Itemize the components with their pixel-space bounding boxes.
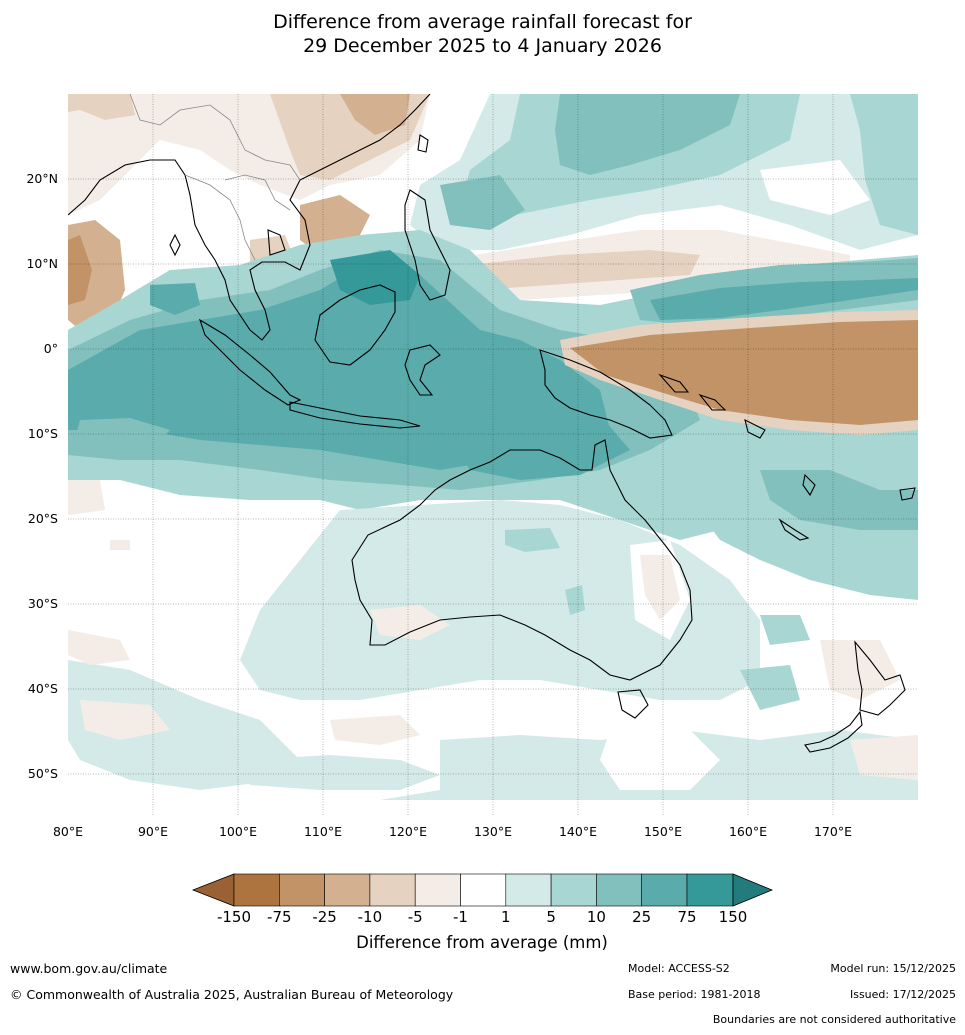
colorbar-tick: -1	[453, 908, 468, 926]
model-run-date: Model run: 15/12/2025	[830, 962, 956, 975]
title-line-1: Difference from average rainfall forecas…	[273, 11, 692, 33]
lat-label: 0°	[44, 341, 58, 356]
colorbar-tick: 25	[632, 908, 651, 926]
lat-label: 10°S	[28, 426, 58, 441]
colorbar-swatch	[505, 873, 552, 907]
country-borders	[129, 94, 301, 261]
colorbar-swatch	[460, 873, 507, 907]
colorbar-tick: -25	[312, 908, 337, 926]
boundaries-disclaimer: Boundaries are not considered authoritat…	[712, 1013, 956, 1026]
map-title: Difference from average rainfall forecas…	[0, 10, 965, 58]
colorbar-swatch	[278, 873, 325, 907]
lon-label: 80°E	[53, 824, 83, 839]
colorbar-max-arrow	[732, 873, 774, 907]
colorbar-tick: 75	[677, 908, 696, 926]
longitude-labels: 80°E 90°E 100°E 110°E 120°E 130°E 140°E …	[53, 824, 852, 839]
title-line-2: 29 December 2025 to 4 January 2026	[303, 35, 662, 57]
lat-label: 20°N	[26, 171, 58, 186]
colorbar-tick: 1	[501, 908, 511, 926]
colorbar-tick: -150	[217, 908, 251, 926]
colorbar-tick: -75	[267, 908, 292, 926]
graticule	[68, 94, 918, 816]
latitude-labels: 20°N 10°N 0° 10°S 20°S 30°S 40°S 50°S	[26, 171, 58, 781]
colorbar-tick: 150	[719, 908, 748, 926]
lat-label: 20°S	[28, 511, 58, 526]
coastlines	[68, 94, 916, 753]
copyright-text: © Commonwealth of Australia 2025, Austra…	[10, 987, 454, 1002]
colorbar-swatch	[324, 873, 371, 907]
colorbar-swatch	[686, 873, 734, 907]
lon-label: 100°E	[219, 824, 257, 839]
base-period: Base period: 1981-2018	[628, 988, 761, 1001]
lon-label: 160°E	[729, 824, 767, 839]
colorbar-swatch	[596, 873, 643, 907]
lat-label: 10°N	[26, 256, 58, 271]
issued-date: Issued: 17/12/2025	[849, 988, 956, 1001]
colorbar-swatch	[233, 873, 280, 907]
lon-label: 150°E	[644, 824, 682, 839]
model-name: Model: ACCESS-S2	[628, 962, 730, 975]
colorbar-swatch	[414, 873, 461, 907]
lon-label: 90°E	[138, 824, 168, 839]
lat-label: 30°S	[28, 596, 58, 611]
lat-label: 40°S	[28, 681, 58, 696]
colorbar-tick: 10	[587, 908, 606, 926]
map-field	[68, 94, 918, 816]
colorbar-min-arrow	[191, 873, 235, 907]
colorbar-tick: -5	[408, 908, 423, 926]
colorbar: -150 -75 -25 -10 -5 -1 1 5 10 25 75 150 …	[191, 873, 774, 952]
website-link[interactable]: www.bom.gov.au/climate	[10, 961, 168, 976]
lon-label: 140°E	[559, 824, 597, 839]
colorbar-title: Difference from average (mm)	[356, 933, 608, 952]
colorbar-tick: -10	[358, 908, 383, 926]
colorbar-swatch	[369, 873, 416, 907]
colorbar-swatch	[641, 873, 688, 907]
colorbar-swatch	[550, 873, 597, 907]
colorbar-tick: 5	[546, 908, 556, 926]
lon-label: 120°E	[389, 824, 427, 839]
lon-label: 110°E	[304, 824, 342, 839]
lon-label: 130°E	[474, 824, 512, 839]
lat-label: 50°S	[28, 766, 58, 781]
lon-label: 170°E	[814, 824, 852, 839]
